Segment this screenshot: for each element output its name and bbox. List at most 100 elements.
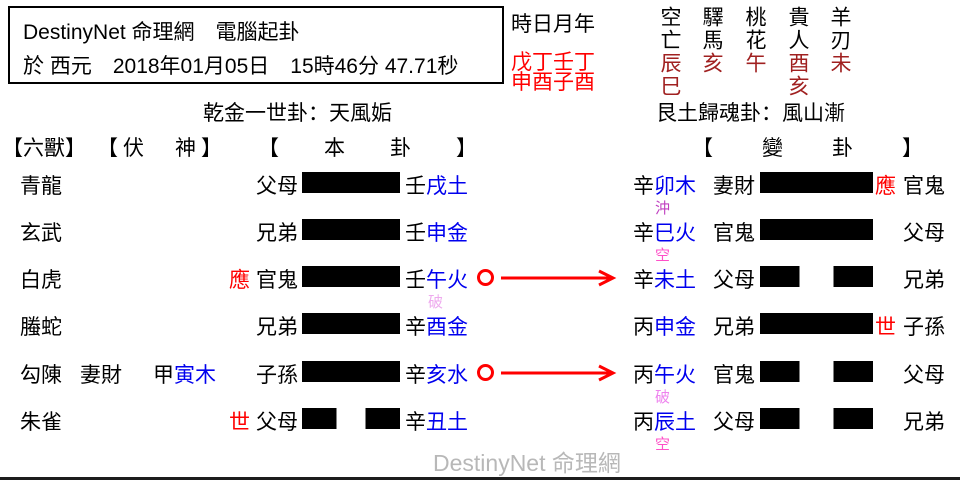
relation-label: 父母: [903, 222, 945, 245]
branch-label: 寅木: [174, 364, 216, 387]
six-beast-label: 白虎: [20, 269, 62, 292]
shensha-value: 午: [743, 52, 766, 75]
ganzhi-label: 辛未土: [633, 264, 696, 294]
branch-label: 巳火: [654, 222, 696, 245]
yao-note: 破: [428, 294, 444, 311]
arrow-right-icon: [501, 364, 617, 382]
yao-line: [760, 408, 873, 429]
shensha-column-yima: 驛馬亥: [700, 6, 723, 75]
relation-label: 妻財: [713, 175, 755, 198]
pillars-header: 時日月年: [511, 13, 595, 36]
relation-label: 官鬼: [713, 222, 755, 245]
relation-label: 兄弟: [256, 316, 298, 339]
shensha-name: 桃花: [743, 6, 766, 52]
hidden-spirit-relation: 妻財: [80, 364, 122, 387]
relation-label: 官鬼: [256, 269, 298, 292]
six-beast-label: 螣蛇: [20, 316, 62, 339]
six-beast-label: 青龍: [20, 175, 62, 198]
header-hidden-spirit: 【伏 神】: [97, 137, 227, 160]
yao-line: [302, 266, 400, 287]
shi-ying-marker: 應: [229, 269, 250, 292]
yao-line: [302, 313, 400, 334]
header-original-hexagram: 【 本 卦 】: [258, 137, 489, 160]
yao-line: [760, 219, 873, 240]
relation-label: 父母: [903, 364, 945, 387]
hexagram-row-1: 青龍 父母 壬戌土 辛卯木 沖 妻財 應 官鬼: [0, 166, 960, 217]
shensha-name: 羊刃: [828, 6, 851, 52]
six-beast-label: 勾陳: [20, 364, 62, 387]
six-beast-label: 玄武: [20, 222, 62, 245]
stem-label: 甲: [153, 364, 174, 387]
original-hexagram-title: 乾金一世卦：天風姤: [203, 102, 392, 125]
stem-label: 辛: [633, 175, 654, 198]
ganzhi-label: 丙申金: [633, 311, 696, 341]
branch-label: 酉金: [426, 316, 468, 339]
yao-note: 沖: [655, 200, 671, 217]
relation-label: 父母: [713, 269, 755, 292]
branch-label: 辰土: [654, 411, 696, 434]
branch-label: 申金: [654, 316, 696, 339]
relation-label: 兄弟: [903, 269, 945, 292]
relation-label: 官鬼: [713, 364, 755, 387]
ganzhi-label: 辛亥水: [405, 359, 468, 389]
stem-label: 辛: [633, 269, 654, 292]
moving-line-indicator: [477, 267, 625, 291]
yao-line: [760, 172, 873, 193]
shensha-column-guiren: 貴人酉亥: [786, 6, 809, 98]
hexagram-row-5: 勾陳 妻財 甲寅木 子孫 辛亥水 丙午火 破 官鬼 父母: [0, 355, 960, 406]
relation-label: 兄弟: [256, 222, 298, 245]
arrow-right-icon: [501, 269, 617, 287]
shi-ying-marker: 世: [875, 316, 896, 339]
hexagram-row-2: 玄武 兄弟 壬申金 辛巳火 空 官鬼 父母: [0, 213, 960, 264]
branch-label: 亥水: [426, 364, 468, 387]
watermark: DestinyNet 命理網: [433, 450, 621, 476]
yao-line: [302, 219, 400, 240]
six-beast-label: 朱雀: [20, 411, 62, 434]
stem-label: 辛: [405, 316, 426, 339]
relation-label: 子孫: [903, 316, 945, 339]
header-six-beasts: 【六獸】: [2, 137, 86, 160]
relation-label: 子孫: [256, 364, 298, 387]
shensha-value: 酉亥: [786, 52, 809, 98]
pillars-stems: 戊丁壬丁: [511, 51, 595, 74]
branch-label: 丑土: [426, 411, 468, 434]
ganzhi-label: 壬午火: [405, 264, 468, 294]
moving-line-circle-icon: [477, 269, 494, 286]
stem-label: 丙: [633, 316, 654, 339]
stem-label: 辛: [633, 222, 654, 245]
ganzhi-label: 壬戌土: [405, 170, 468, 200]
hidden-spirit-ganzhi: 甲寅木: [153, 359, 216, 389]
branch-label: 午火: [654, 364, 696, 387]
yao-note: 空: [655, 247, 671, 264]
branch-label: 未土: [654, 269, 696, 292]
stem-label: 壬: [405, 269, 426, 292]
ganzhi-label: 辛酉金: [405, 311, 468, 341]
relation-label: 官鬼: [903, 175, 945, 198]
changed-hexagram-title: 艮土歸魂卦：風山漸: [656, 102, 845, 125]
shensha-column-yangren: 羊刃未: [828, 6, 851, 75]
pillars-branches: 申酉子酉: [511, 71, 595, 94]
stem-label: 辛: [405, 411, 426, 434]
title-box: DestinyNet 命理網 電腦起卦 於 西元 2018年01月05日 15時…: [8, 6, 504, 84]
yao-note: 空: [655, 436, 671, 453]
stem-label: 壬: [405, 175, 426, 198]
yao-line: [760, 313, 873, 334]
shi-ying-marker: 世: [229, 411, 250, 434]
stem-label: 丙: [633, 364, 654, 387]
ganzhi-label: 丙辰土: [633, 406, 696, 436]
ganzhi-label: 辛巳火: [633, 217, 696, 247]
ganzhi-label: 丙午火: [633, 359, 696, 389]
branch-label: 戌土: [426, 175, 468, 198]
hexagram-row-3: 白虎 應 官鬼 壬午火 破 辛未土 父母 兄弟: [0, 260, 960, 311]
shensha-name: 貴人: [786, 6, 809, 52]
hexagram-row-6: 朱雀 世 父母 辛丑土 丙辰土 空 父母 兄弟: [0, 402, 960, 453]
relation-label: 父母: [256, 175, 298, 198]
shensha-column-taohua: 桃花午: [743, 6, 766, 75]
yao-line: [302, 361, 400, 382]
yao-line: [302, 172, 400, 193]
hexagram-row-4: 螣蛇 兄弟 辛酉金 丙申金 兄弟 世 子孫: [0, 307, 960, 354]
yao-line: [760, 361, 873, 382]
stem-label: 丙: [633, 411, 654, 434]
stem-label: 壬: [405, 222, 426, 245]
